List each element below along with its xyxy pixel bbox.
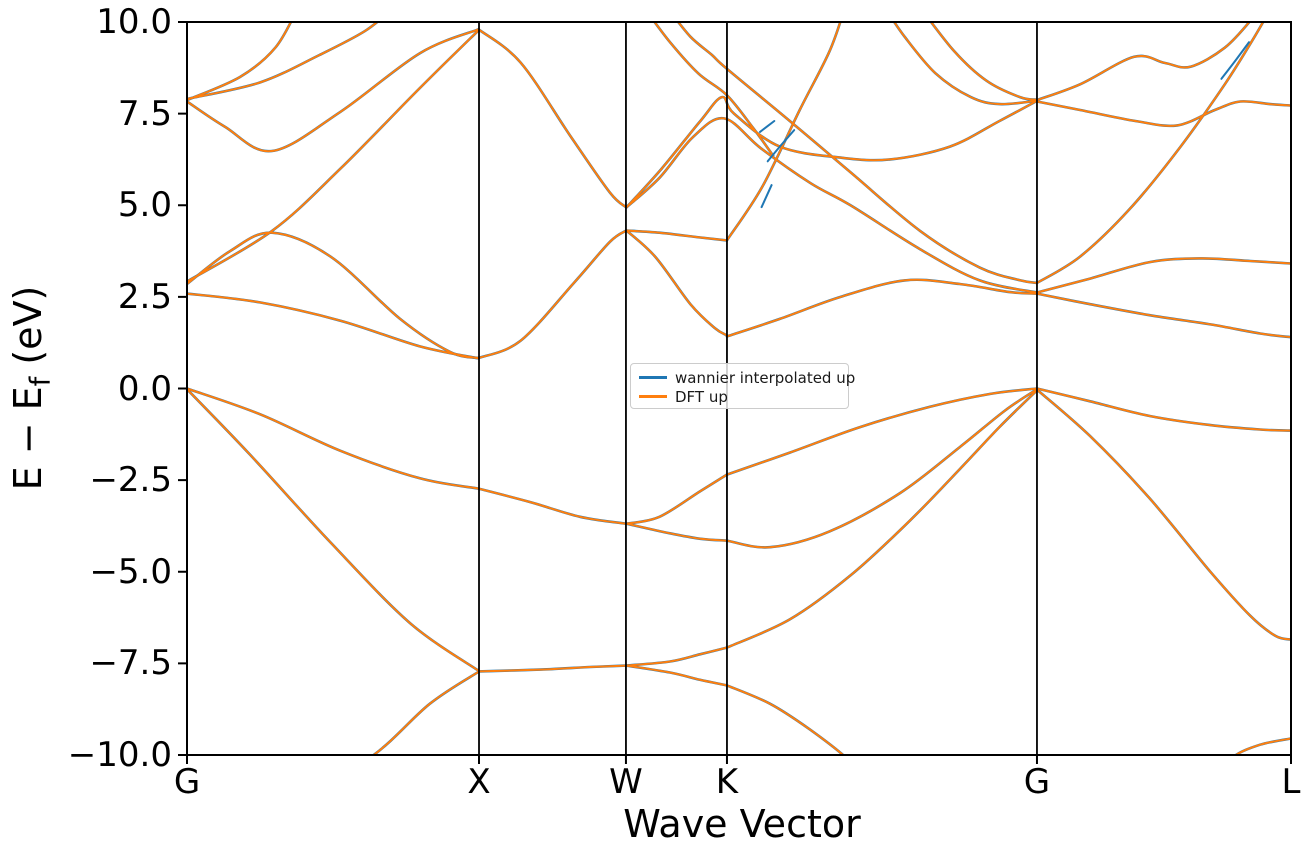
band-curve-dft: [186, 231, 480, 360]
band-curve-dft: [725, 684, 846, 756]
band-curve-wannier: [625, 229, 729, 337]
wannier-deviation-segment: [1220, 41, 1250, 80]
wannier-deviation-segment: [760, 184, 773, 209]
band-curve-dft: [1036, 388, 1292, 641]
x-tick-label-x: X: [467, 762, 491, 802]
band-curve-dft: [186, 28, 480, 153]
band-curve-dft: [625, 229, 728, 242]
band-curve-dft: [625, 229, 728, 337]
y-tick-label: −7.5: [89, 643, 172, 684]
band-curve-dft: [1036, 387, 1292, 432]
band-curve-wannier: [725, 387, 1039, 549]
band-curve-wannier: [675, 21, 1039, 285]
x-tick-label-l: L: [1281, 762, 1301, 802]
band-curve-dft: [1036, 292, 1292, 339]
band-curve-dft: [186, 388, 480, 672]
band-curve-dft: [186, 387, 480, 490]
band-curve-wannier: [1035, 387, 1292, 432]
y-tick-label: −10.0: [67, 735, 172, 775]
band-curve-dft: [625, 646, 728, 667]
band-curve-dft: [625, 117, 1038, 294]
band-curve-wannier: [186, 387, 480, 672]
y-tick-label: −5.0: [89, 551, 172, 592]
band-curve-dft: [477, 229, 628, 360]
y-tick-label: 5.0: [117, 185, 172, 226]
band-curve-dft: [929, 21, 1038, 101]
x-tick-label-k: K: [715, 762, 739, 802]
band-curves-layer: [186, 21, 1292, 756]
legend-entry: wannier interpolated up: [639, 368, 855, 387]
band-curve-wannier: [186, 29, 480, 283]
band-curve-dft: [725, 389, 1038, 649]
y-tick-label: 2.5: [117, 276, 172, 317]
band-curve-wannier: [477, 28, 628, 209]
y-tick-label: 0.0: [117, 368, 172, 409]
y-tick-label: 7.5: [117, 93, 172, 134]
x-tick-label-g: G: [173, 762, 201, 802]
band-curve-dft: [370, 670, 480, 756]
wannier-deviation-segment: [766, 129, 796, 163]
wannier-deviation-segment: [759, 120, 776, 133]
legend-box[interactable]: wannier interpolated up DFT up: [630, 363, 855, 409]
band-curve-dft: [676, 21, 1038, 284]
legend-line-sample: [639, 376, 667, 379]
band-curve-dft: [652, 21, 775, 157]
x-axis-title: Wave Vector: [623, 802, 861, 846]
band-curve-dft: [477, 664, 628, 673]
band-curve-dft: [186, 21, 293, 102]
band-curve-dft: [1036, 100, 1292, 127]
x-tick-label-g: G: [1023, 762, 1051, 802]
x-tick-label-w: W: [609, 762, 643, 802]
band-curve-wannier: [1035, 292, 1292, 339]
band-curve-dft: [477, 28, 628, 209]
band-curve-wannier: [1035, 21, 1252, 102]
band-curve-wannier: [725, 389, 1039, 649]
band-curve-dft: [625, 522, 728, 542]
band-curve-wannier: [625, 473, 729, 525]
legend-entry: DFT up: [639, 387, 840, 406]
band-curve-dft: [1036, 257, 1292, 294]
legend-entry-label: wannier interpolated up: [675, 368, 856, 387]
y-tick-label: 10.0: [96, 2, 172, 42]
band-curve-dft: [725, 387, 1038, 476]
band-curve-dft: [892, 21, 1038, 106]
band-curve-dft: [186, 29, 480, 283]
band-curve-dft: [625, 96, 1038, 209]
band-curve-dft: [186, 21, 381, 100]
band-curve-dft: [725, 278, 1038, 338]
band-curve-dft: [1233, 737, 1292, 756]
band-curve-wannier: [477, 229, 628, 360]
y-tick-label: −2.5: [89, 460, 172, 501]
band-curve-dft: [186, 292, 480, 360]
band-curve-dft: [725, 21, 842, 242]
band-curve-dft: [625, 473, 728, 525]
band-curve-wannier: [186, 292, 480, 360]
band-curve-dft: [725, 388, 1038, 549]
band-curve-wannier: [1035, 100, 1292, 128]
band-curve-wannier: [1035, 21, 1266, 285]
band-curve-dft: [625, 664, 728, 687]
band-curve-dft: [1036, 21, 1252, 102]
band-curve-dft: [477, 487, 628, 525]
band-curve-dft: [1036, 21, 1265, 284]
band-curve-wannier: [625, 646, 729, 667]
legend-line-sample: [639, 395, 667, 398]
legend-entry-label: DFT up: [675, 387, 728, 406]
band-curve-wannier: [1035, 257, 1292, 294]
band-curve-wannier: [625, 95, 1039, 209]
